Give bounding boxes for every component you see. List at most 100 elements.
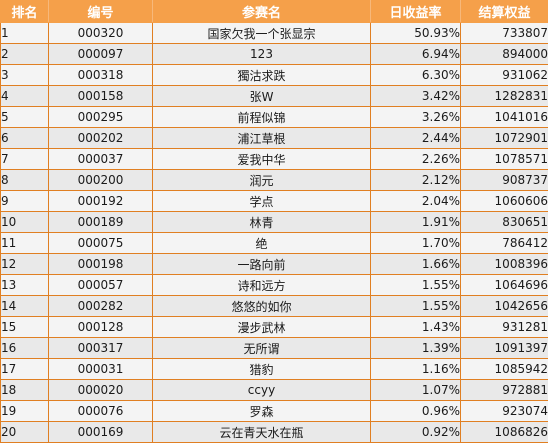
cell-rank: 15 <box>0 316 49 338</box>
cell-rate: 6.30% <box>370 64 461 86</box>
cell-name: 悠悠的如你 <box>152 295 371 317</box>
cell-code: 000075 <box>48 232 153 254</box>
cell-code: 000192 <box>48 190 153 212</box>
cell-rate: 0.96% <box>370 400 461 422</box>
cell-rate: 3.42% <box>370 85 461 107</box>
cell-equity: 786412 <box>460 232 548 254</box>
cell-rank: 13 <box>0 274 49 296</box>
cell-code: 000169 <box>48 421 153 443</box>
cell-equity: 1086826 <box>460 421 548 443</box>
cell-rank: 7 <box>0 148 49 170</box>
table-header: 排名 编号 参赛名 日收益率 结算权益 <box>0 0 548 23</box>
cell-name: 123 <box>152 43 371 65</box>
table-row: 1 000320 国家欠我一个张显宗 50.93% 733807 <box>0 22 548 44</box>
cell-code: 000031 <box>48 358 153 380</box>
cell-name: 润元 <box>152 169 371 191</box>
cell-equity: 1008396 <box>460 253 548 275</box>
table-row: 5 000295 前程似锦 3.26% 1041016 <box>0 106 548 128</box>
cell-rank: 16 <box>0 337 49 359</box>
cell-rate: 1.07% <box>370 379 461 401</box>
header-row: 排名 编号 参赛名 日收益率 结算权益 <box>0 0 548 23</box>
column-header-rank: 排名 <box>0 0 49 23</box>
cell-code: 000318 <box>48 64 153 86</box>
cell-code: 000097 <box>48 43 153 65</box>
cell-equity: 923074 <box>460 400 548 422</box>
table-row: 6 000202 浦江草根 2.44% 1072901 <box>0 127 548 149</box>
cell-equity: 733807 <box>460 22 548 44</box>
cell-code: 000200 <box>48 169 153 191</box>
cell-rate: 50.93% <box>370 22 461 44</box>
cell-rate: 1.91% <box>370 211 461 233</box>
cell-equity: 1091397 <box>460 337 548 359</box>
cell-name: 学点 <box>152 190 371 212</box>
cell-code: 000020 <box>48 379 153 401</box>
cell-code: 000076 <box>48 400 153 422</box>
cell-equity: 931281 <box>460 316 548 338</box>
cell-name: 漫步武林 <box>152 316 371 338</box>
column-header-daily-return: 日收益率 <box>370 0 461 23</box>
cell-name: 林青 <box>152 211 371 233</box>
cell-rank: 6 <box>0 127 49 149</box>
cell-equity: 894000 <box>460 43 548 65</box>
cell-equity: 830651 <box>460 211 548 233</box>
cell-code: 000320 <box>48 22 153 44</box>
table-body: 1 000320 国家欠我一个张显宗 50.93% 733807 2 000097 123 6.… <box>0 22 548 443</box>
cell-equity: 1282831 <box>460 85 548 107</box>
cell-rank: 14 <box>0 295 49 317</box>
cell-name: 前程似锦 <box>152 106 371 128</box>
cell-equity: 1072901 <box>460 127 548 149</box>
cell-rank: 10 <box>0 211 49 233</box>
table-row: 17 000031 猎豹 1.16% 1085942 <box>0 358 548 380</box>
cell-name: 猎豹 <box>152 358 371 380</box>
cell-name: 獨沽求跌 <box>152 64 371 86</box>
cell-name: 张W <box>152 85 371 107</box>
cell-rank: 4 <box>0 85 49 107</box>
cell-name: 浦江草根 <box>152 127 371 149</box>
cell-equity: 1042656 <box>460 295 548 317</box>
cell-rate: 1.39% <box>370 337 461 359</box>
cell-rate: 1.43% <box>370 316 461 338</box>
cell-rank: 3 <box>0 64 49 86</box>
cell-name: 一路向前 <box>152 253 371 275</box>
cell-rank: 11 <box>0 232 49 254</box>
table-row: 4 000158 张W 3.42% 1282831 <box>0 85 548 107</box>
cell-rate: 2.04% <box>370 190 461 212</box>
cell-name: 绝 <box>152 232 371 254</box>
cell-equity: 1041016 <box>460 106 548 128</box>
cell-rate: 3.26% <box>370 106 461 128</box>
table-row: 7 000037 爱我中华 2.26% 1078571 <box>0 148 548 170</box>
table-row: 15 000128 漫步武林 1.43% 931281 <box>0 316 548 338</box>
table-row: 12 000198 一路向前 1.66% 1008396 <box>0 253 548 275</box>
table-row: 19 000076 罗森 0.96% 923074 <box>0 400 548 422</box>
cell-code: 000189 <box>48 211 153 233</box>
cell-rate: 2.12% <box>370 169 461 191</box>
cell-rate: 1.55% <box>370 274 461 296</box>
table-row: 9 000192 学点 2.04% 1060606 <box>0 190 548 212</box>
cell-rate: 2.26% <box>370 148 461 170</box>
table-row: 3 000318 獨沽求跌 6.30% 931062 <box>0 64 548 86</box>
cell-rate: 2.44% <box>370 127 461 149</box>
cell-rank: 12 <box>0 253 49 275</box>
cell-rank: 2 <box>0 43 49 65</box>
cell-name: 云在青天水在瓶 <box>152 421 371 443</box>
cell-rank: 19 <box>0 400 49 422</box>
cell-equity: 1078571 <box>460 148 548 170</box>
table-row: 18 000020 ccyy 1.07% 972881 <box>0 379 548 401</box>
cell-code: 000037 <box>48 148 153 170</box>
column-header-code: 编号 <box>48 0 153 23</box>
table-row: 11 000075 绝 1.70% 786412 <box>0 232 548 254</box>
cell-code: 000282 <box>48 295 153 317</box>
cell-equity: 1064696 <box>460 274 548 296</box>
cell-code: 000057 <box>48 274 153 296</box>
cell-name: 爱我中华 <box>152 148 371 170</box>
table-row: 16 000317 无所谓 1.39% 1091397 <box>0 337 548 359</box>
cell-code: 000202 <box>48 127 153 149</box>
cell-equity: 931062 <box>460 64 548 86</box>
cell-code: 000295 <box>48 106 153 128</box>
table-row: 20 000169 云在青天水在瓶 0.92% 1086826 <box>0 421 548 443</box>
column-header-settled-equity: 结算权益 <box>460 0 548 23</box>
cell-code: 000128 <box>48 316 153 338</box>
cell-rank: 8 <box>0 169 49 191</box>
table-row: 13 000057 诗和远方 1.55% 1064696 <box>0 274 548 296</box>
cell-rank: 17 <box>0 358 49 380</box>
